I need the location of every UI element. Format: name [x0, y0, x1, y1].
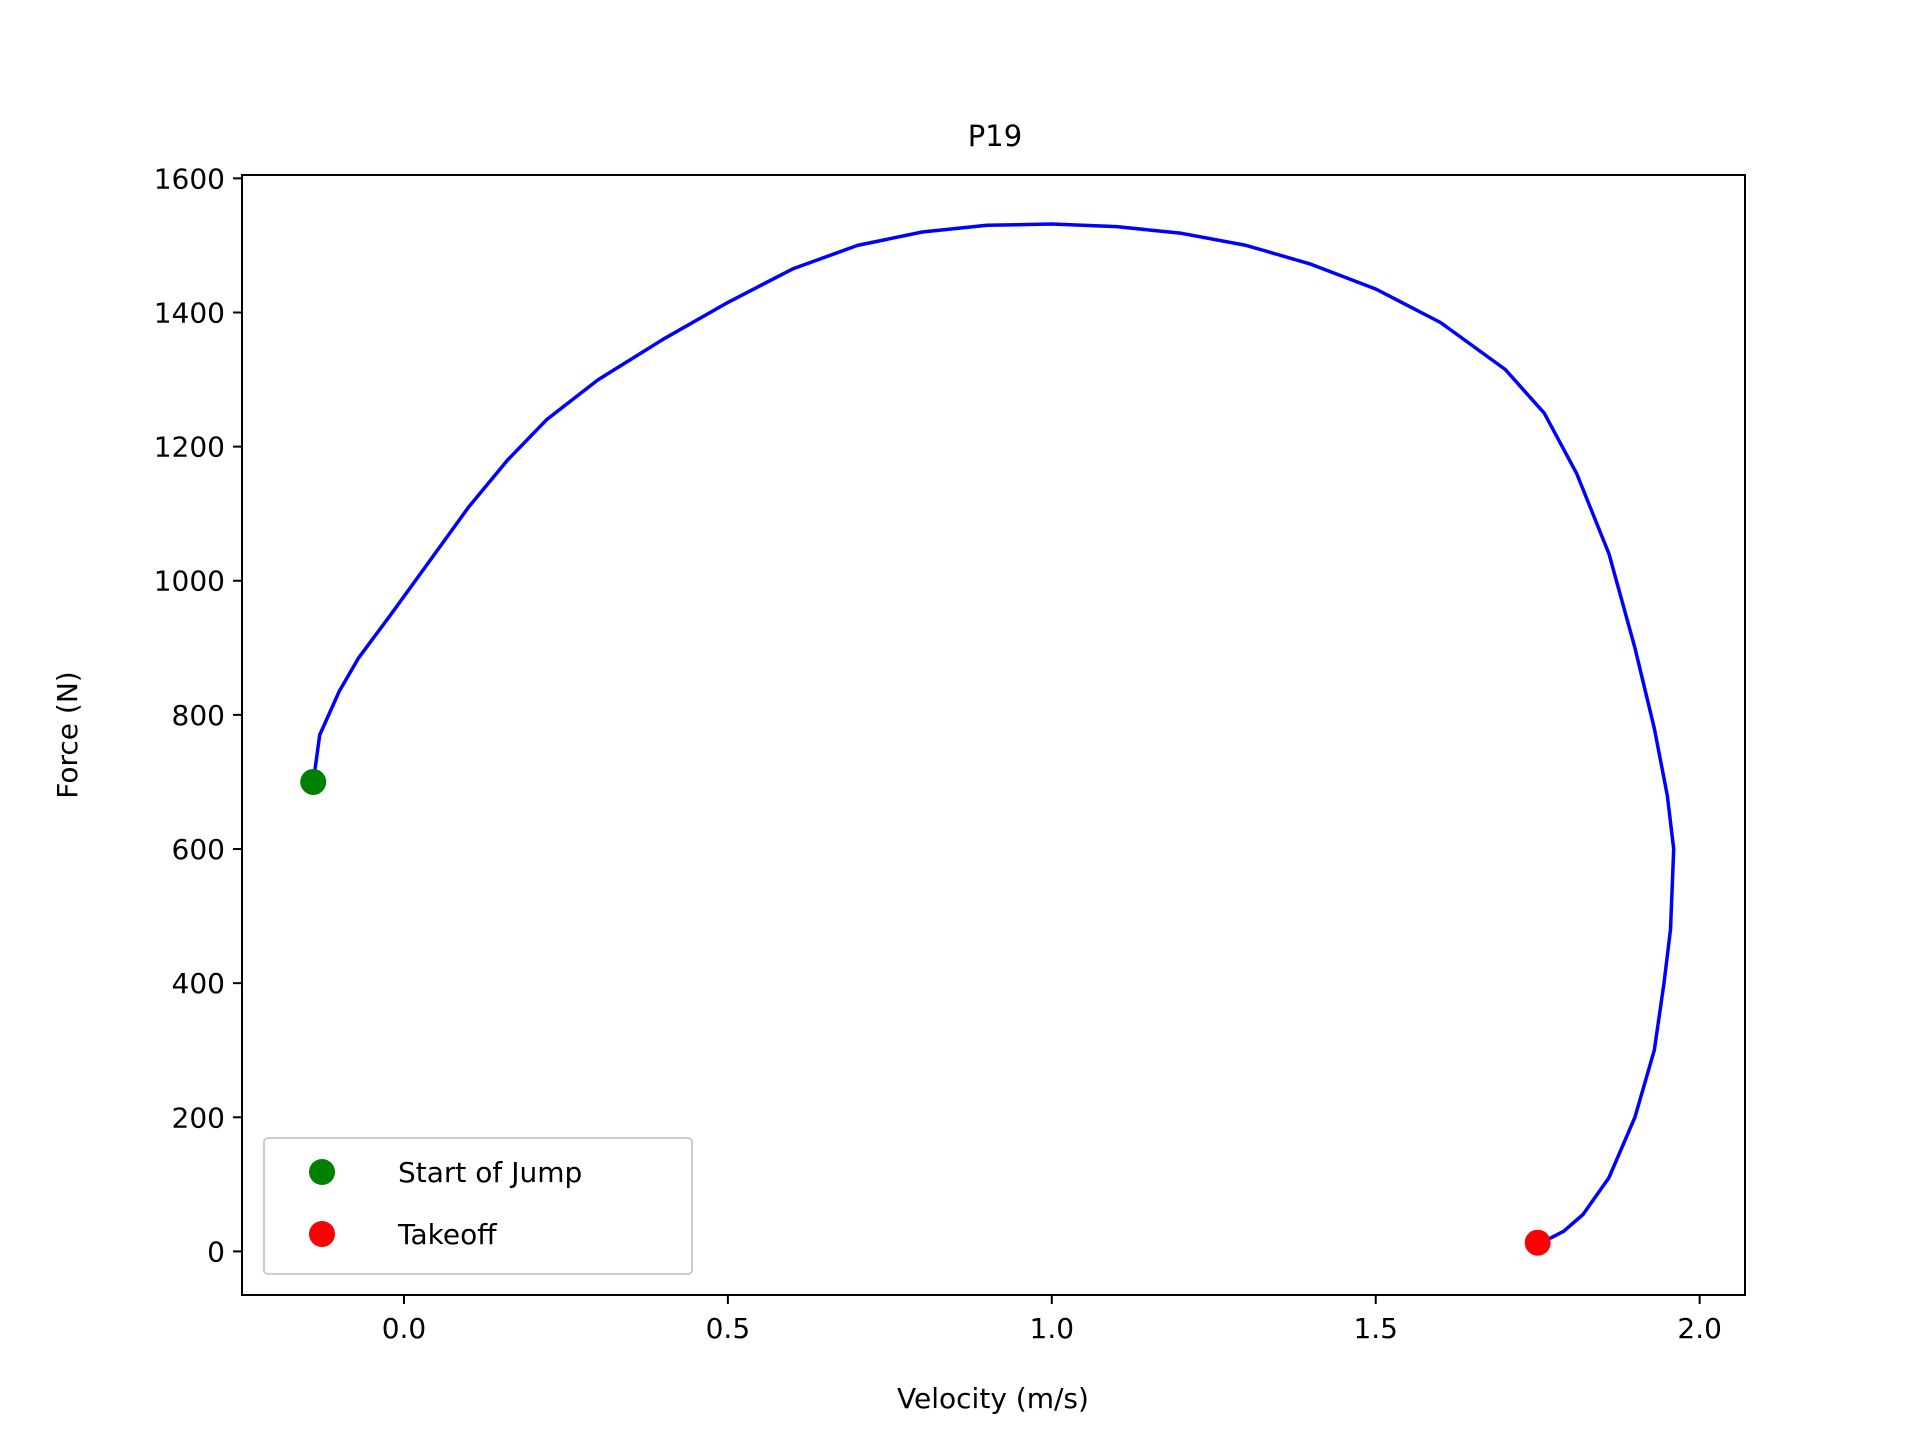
- plot-frame: [241, 174, 1746, 1296]
- series-line-0: [311, 222, 1676, 1245]
- chart-title: P19: [968, 119, 1022, 153]
- legend-label-start: Start of Jump: [398, 1156, 582, 1189]
- y-tick-label: 0: [207, 1235, 225, 1268]
- y-tick-label: 1200: [154, 431, 225, 464]
- plot-area: [300, 222, 1676, 1256]
- x-axis: 0.0 0.5 1.0 1.5 2.0: [382, 1295, 1722, 1345]
- y-tick-label: 1600: [154, 162, 225, 195]
- legend-marker-takeoff: [309, 1221, 335, 1247]
- y-axis: 0 200 400 600 800 1000 1200 1400 1600: [154, 162, 242, 1268]
- x-tick-label: 0.5: [706, 1312, 751, 1345]
- x-tick-label: 0.0: [382, 1312, 427, 1345]
- x-tick-label: 2.0: [1677, 1312, 1722, 1345]
- legend: Start of Jump Takeoff: [263, 1137, 693, 1275]
- x-axis-label: Velocity (m/s): [897, 1382, 1089, 1415]
- legend-marker-start: [309, 1159, 335, 1185]
- x-tick-label: 1.5: [1353, 1312, 1398, 1345]
- legend-label-takeoff: Takeoff: [397, 1218, 497, 1251]
- marker-takeoff: [1524, 1229, 1551, 1256]
- y-tick-label: 200: [172, 1101, 225, 1134]
- x-tick-label: 1.0: [1030, 1312, 1075, 1345]
- y-tick-label: 600: [172, 833, 225, 866]
- marker-start-of-jump: [300, 768, 327, 795]
- legend-box: [263, 1137, 693, 1275]
- y-tick-label: 800: [172, 699, 225, 732]
- y-axis-label: Force (N): [51, 671, 84, 798]
- y-tick-label: 1400: [154, 296, 225, 329]
- y-tick-label: 400: [172, 967, 225, 1000]
- y-tick-label: 1000: [154, 565, 225, 598]
